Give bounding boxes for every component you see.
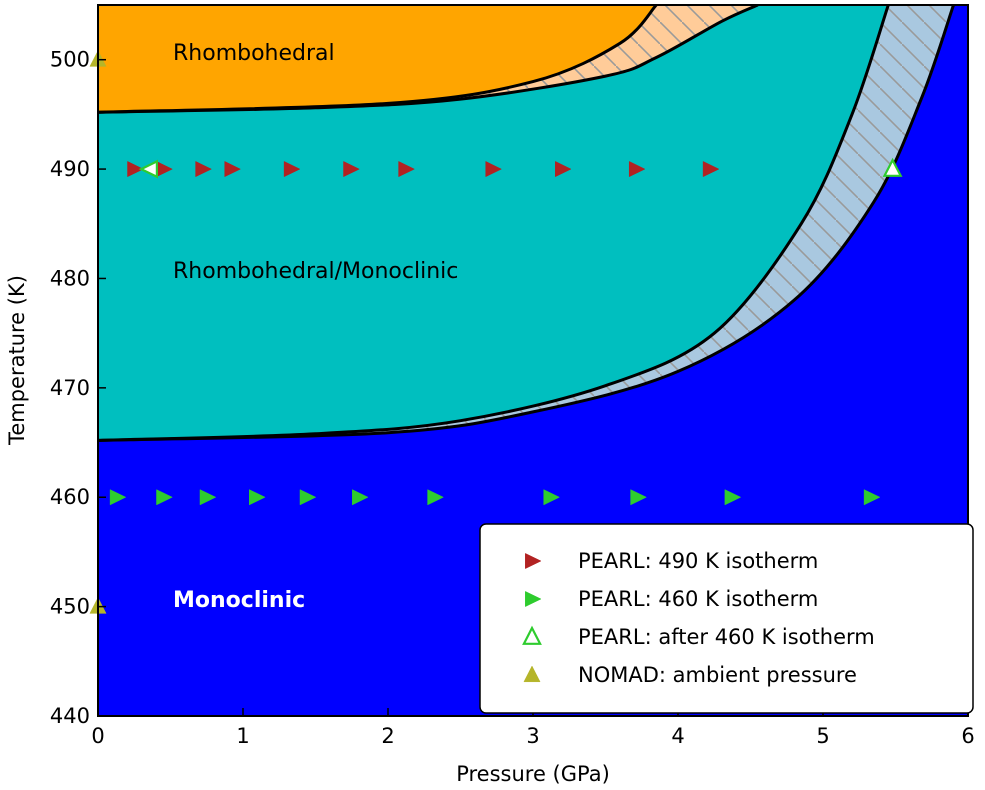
legend-label: NOMAD: ambient pressure xyxy=(578,663,857,687)
x-tick-label: 3 xyxy=(526,724,539,748)
data-point xyxy=(109,489,127,506)
x-tick-label: 1 xyxy=(236,724,249,748)
data-point xyxy=(343,161,360,178)
legend-marker xyxy=(525,553,542,569)
legend-box xyxy=(479,523,974,714)
data-point xyxy=(299,489,317,506)
boundary-line xyxy=(98,5,955,442)
region-label: Rhombohedral/Monoclinic xyxy=(173,259,458,284)
legend: PEARL: 490 K isotherm PEARL: 460 K isothe… xyxy=(479,523,974,714)
data-point xyxy=(195,161,212,178)
y-tick-label: 440 xyxy=(50,704,90,728)
data-point xyxy=(156,489,173,506)
data-point xyxy=(199,489,217,506)
data-point xyxy=(630,489,647,506)
region-label: Monoclinic xyxy=(173,588,305,613)
data-point xyxy=(283,161,301,178)
data-point xyxy=(138,159,158,179)
y-tick-label: 480 xyxy=(50,266,90,290)
data-point xyxy=(249,489,266,506)
boundary-line xyxy=(98,5,658,114)
y-tick-label: 490 xyxy=(50,157,90,181)
x-tick-label: 5 xyxy=(816,724,829,748)
data-point xyxy=(555,160,572,178)
data-point xyxy=(224,160,241,178)
data-point xyxy=(352,489,369,506)
legend-label: PEARL: after 460 K isotherm xyxy=(578,625,875,649)
legend-label: PEARL: 490 K isotherm xyxy=(578,549,818,573)
data-point xyxy=(398,161,415,178)
legend-marker xyxy=(522,625,542,645)
y-axis-title: Temperature (K) xyxy=(5,275,29,446)
data-point xyxy=(882,157,903,177)
plot-area xyxy=(98,5,968,716)
y-tick-label: 500 xyxy=(50,48,90,72)
data-point xyxy=(702,161,720,178)
legend-marker xyxy=(523,665,541,683)
data-point xyxy=(863,489,881,506)
region-label: Rhombohedral xyxy=(173,41,335,66)
boundary-line xyxy=(98,5,890,442)
x-tick-label: 6 xyxy=(961,724,974,748)
data-point xyxy=(127,161,144,178)
data-point xyxy=(724,489,742,506)
rhombohedral-monoclinic-region xyxy=(98,5,889,441)
x-tick-label: 2 xyxy=(381,724,394,748)
x-tick-label: 0 xyxy=(91,724,104,748)
data-point xyxy=(427,489,444,506)
data-point xyxy=(485,160,502,178)
y-axis: 440 450 460 470 480 490 500 xyxy=(50,48,106,728)
legend-label: PEARL: 460 K isotherm xyxy=(578,587,818,611)
rhombo-transition-band-hatch xyxy=(98,5,758,113)
y-tick-label: 460 xyxy=(50,485,90,509)
x-tick-label: 4 xyxy=(671,724,684,748)
y-tick-label: 450 xyxy=(50,595,90,619)
mono-transition-band-hatch xyxy=(98,5,954,441)
y-tick-label: 470 xyxy=(50,376,90,400)
data-markers xyxy=(89,50,903,614)
data-point xyxy=(628,160,646,178)
data-point xyxy=(543,489,560,506)
legend-marker xyxy=(525,591,542,607)
x-axis-title: Pressure (GPa) xyxy=(456,762,610,786)
